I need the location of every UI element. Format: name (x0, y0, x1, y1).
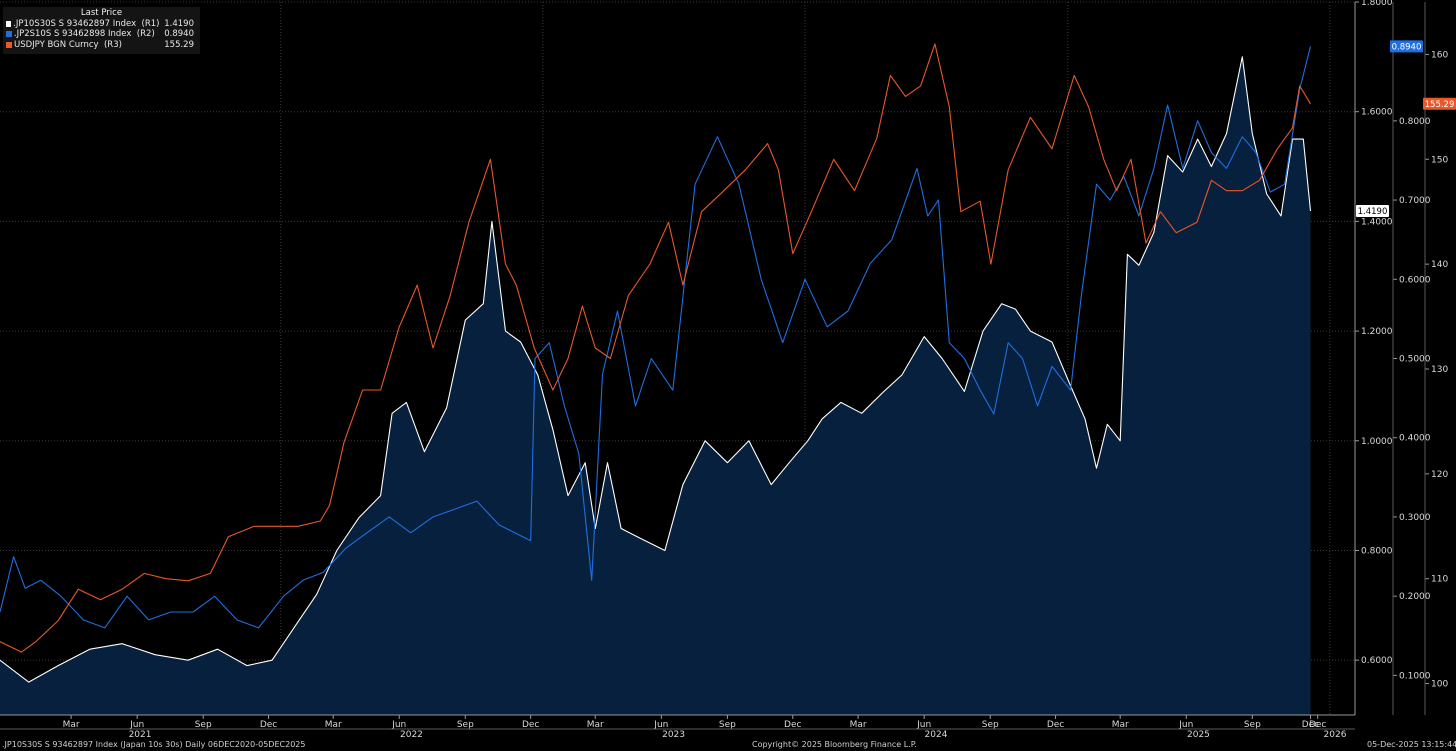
footer-copyright: Copyright© 2025 Bloomberg Finance L.P. (752, 740, 917, 749)
x-month-label-5: Jun (391, 720, 406, 730)
x-month-label-10: Sep (719, 720, 736, 730)
x-month-label-16: Mar (1112, 720, 1129, 730)
r2-tick-label-1: 0.7000 (1399, 196, 1431, 206)
r2-tick-label-3: 0.5000 (1399, 355, 1431, 365)
x-year-label-5: 2026 (1324, 730, 1347, 740)
legend-swatch-r3 (6, 41, 12, 48)
legend-swatch-r1 (6, 20, 12, 27)
r1-area-layer (0, 56, 1311, 716)
series-lines (0, 43, 1312, 683)
legend-item-r1: .JP10S30S S 93462897 Index (R1) 1.4190 (3, 19, 200, 30)
last-value-tag-bg-r3 (1423, 97, 1456, 110)
x-month-label-9: Jun (653, 720, 668, 730)
r1-tick-label-2: 1.4000 (1361, 217, 1393, 227)
r2-tick-label-2: 0.6000 (1399, 275, 1431, 285)
x-month-label-17: Jun (1178, 720, 1193, 730)
legend-value-r1: 1.4190 (164, 18, 194, 29)
legend-label-r3: USDJPY BGN Curncy (R3) (14, 39, 122, 50)
last-value-tag-r3: 155.29 (1425, 100, 1455, 110)
r3-tick-label-6: 100 (1431, 680, 1448, 690)
x-month-label-0: Mar (63, 720, 80, 730)
legend-value-r3: 155.29 (164, 39, 194, 50)
axes: 1.8000 1.6000 1.4000 1.2000 1.0000 0.8000 0.60… (0, 0, 1448, 740)
legend-value-r2: 0.8940 (164, 29, 194, 39)
r1-tick-label-1: 1.6000 (1361, 108, 1393, 118)
x-month-label-8: Mar (587, 720, 604, 730)
last-value-tag-r2: 0.8940 (1392, 42, 1422, 52)
legend-label-r1: .JP10S30S S 93462897 Index (R1) (13, 18, 160, 29)
r2-tick-label-4: 0.4000 (1399, 434, 1431, 444)
last-value-tag-bg-r1 (1356, 204, 1389, 217)
legend-item-r3: USDJPY BGN Curncy (R3) 155.29 (3, 40, 200, 51)
x-year-label-2: 2023 (662, 730, 685, 740)
footer-timestamp: 05-Dec-2025 13:15:44 (1367, 740, 1456, 749)
legend-header: Last Price (80, 8, 123, 18)
x-month-label-11: Dec (784, 720, 801, 730)
r2-tick-label-6: 0.2000 (1399, 592, 1431, 602)
x-month-label-6: Sep (457, 720, 474, 730)
legend-swatch-r2 (6, 31, 12, 38)
r1-tick-label-5: 0.8000 (1361, 546, 1393, 556)
r3-tick-label-5: 110 (1431, 575, 1448, 585)
x-year-label-1: 2022 (400, 730, 423, 740)
last-value-tags: 0.8940 155.29 1.4190 (1356, 40, 1456, 217)
x-month-label-2: Sep (195, 720, 212, 730)
x-month-label-1: Jun (129, 720, 144, 730)
x-year-label-4: 2025 (1187, 730, 1210, 740)
series-line-r1 (0, 56, 1312, 683)
x-year-label-0: 2021 (129, 730, 152, 740)
series-r1-area (0, 56, 1311, 716)
legend-item-r2: .JP2S10S S 93462898 Index (R2) 0.8940 (3, 29, 200, 40)
last-value-tag-bg-r2 (1390, 40, 1423, 53)
r3-tick-label-2: 140 (1431, 260, 1448, 270)
x-month-label-13: Jun (916, 720, 931, 730)
r1-tick-label-6: 0.6000 (1361, 656, 1393, 666)
r3-tick-label-4: 120 (1431, 470, 1448, 480)
x-year-label-3: 2024 (925, 730, 948, 740)
r1-tick-label-4: 1.0000 (1361, 437, 1393, 447)
x-month-label-12: Mar (850, 720, 867, 730)
r3-tick-label-1: 150 (1431, 155, 1448, 165)
x-month-label-14: Sep (982, 720, 999, 730)
footer-security-description: .JP10S30S S 93462897 Index (Japan 10s 30… (2, 740, 306, 749)
x-month-label-15: Dec (1047, 720, 1064, 730)
r1-tick-label-3: 1.2000 (1361, 327, 1393, 337)
x-month-label-7: Dec (522, 720, 539, 730)
r2-tick-label-5: 0.3000 (1399, 513, 1431, 523)
legend-label-r2: .JP2S10S S 93462898 Index (R2) (13, 29, 155, 39)
x-month-label-4: Mar (325, 720, 342, 730)
r2-tick-label-7: 0.1000 (1399, 671, 1431, 681)
x-month-label-20: Dec (1302, 720, 1319, 730)
legend: Last Price .JP10S30S S 93462897 Index (R… (3, 7, 200, 54)
last-value-tag-r1: 1.4190 (1358, 207, 1388, 217)
r3-tick-label-3: 130 (1431, 365, 1448, 375)
r1-tick-label-0: 1.8000 (1361, 0, 1393, 8)
x-month-label-18: Sep (1244, 720, 1261, 730)
r3-tick-label-0: 160 (1431, 50, 1448, 60)
series-line-r3 (0, 43, 1311, 653)
x-month-label-3: Dec (260, 720, 277, 730)
series-line-r2 (0, 46, 1312, 629)
x-month-label-19: Dec (1309, 720, 1326, 730)
r2-tick-label-0: 0.8000 (1399, 117, 1431, 127)
